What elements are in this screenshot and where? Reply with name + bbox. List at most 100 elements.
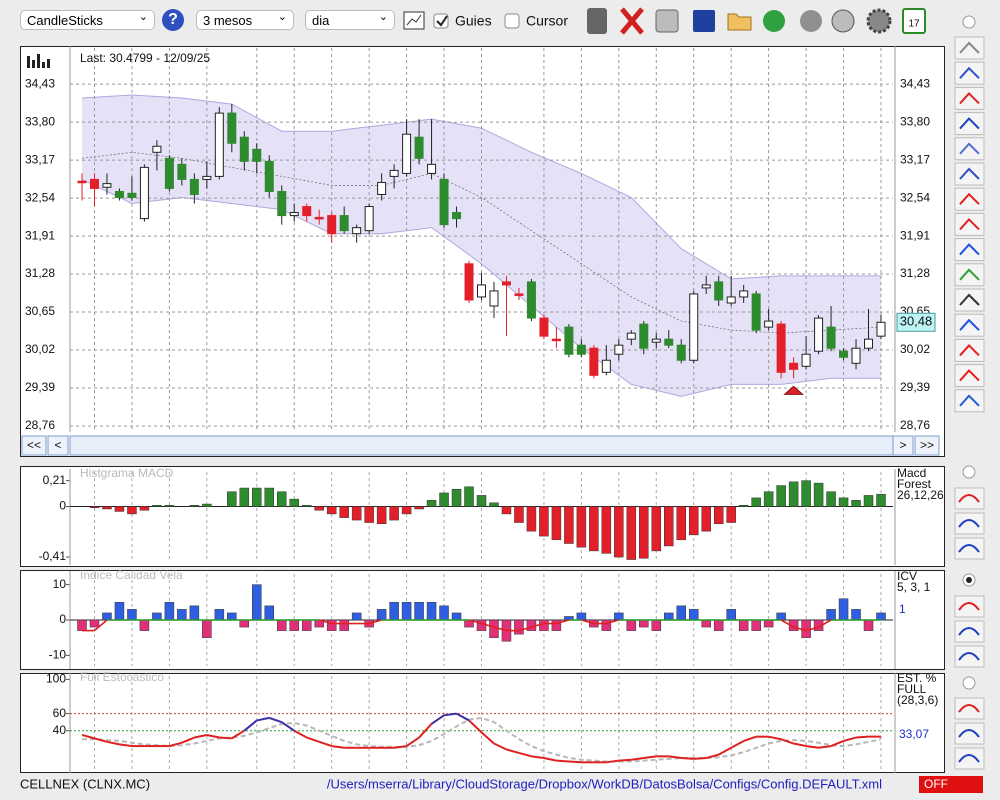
panel-tool-button[interactable] [954,645,985,668]
nav-button[interactable] [47,435,69,456]
candle-body [189,178,199,195]
candle-body [452,212,462,220]
icv-bar [626,619,637,631]
icv-bar [688,609,699,621]
candle-body [289,212,299,217]
tool-button[interactable] [954,338,985,362]
settings-icon[interactable] [866,8,892,34]
candle-body [127,192,137,199]
tool-button[interactable] [954,288,985,312]
nav-button[interactable] [892,435,914,456]
panel-legend: ICV [897,569,917,583]
period-select[interactable]: 3 mesos [196,7,294,30]
candle-body [876,321,886,337]
macd-bar [489,502,499,507]
candle-body [614,344,624,355]
tool-button[interactable] [954,313,985,337]
guides-checkbox[interactable] [433,13,449,29]
tool-button[interactable] [954,263,985,287]
macd-bar [539,506,549,537]
trash-icon[interactable] [587,8,607,34]
macd-bar [426,500,437,507]
tool-button[interactable] [954,364,985,388]
candle-body [714,281,724,301]
icv-current: 1 [899,602,906,616]
calendar-icon[interactable] [902,8,926,34]
nav-button-label: << [27,438,41,452]
candle-body [839,350,849,358]
macd-bar [826,491,836,507]
tool-button[interactable] [954,137,985,161]
y-tick-label: 60 [53,706,67,720]
icv-bar [426,602,437,621]
nav-button[interactable] [21,435,47,456]
tool-button[interactable] [954,187,985,211]
stoch-k-segment [606,759,619,764]
panel-legend: FULL [897,682,927,696]
tool-button[interactable] [954,238,985,262]
tool-button[interactable] [954,212,985,236]
save-icon[interactable] [693,10,715,32]
tool-button[interactable] [954,61,985,85]
y-tick-label: 0 [59,499,66,513]
panel-radio[interactable] [962,465,976,479]
stoch-k-segment [393,745,407,749]
panel-tool-button[interactable] [954,537,985,560]
candle-body [851,347,861,364]
tool-button[interactable] [954,389,985,413]
stoch-k-segment [531,755,545,760]
panel-tool-button[interactable] [954,620,985,643]
candle-body [489,290,499,307]
cursor-checkbox[interactable] [504,13,520,29]
macd-bar [688,506,699,536]
macd-bar [501,506,512,515]
icv-bar [701,619,711,628]
icv-bar [476,619,487,631]
stoch-d-line [82,716,882,763]
panel-tool-button[interactable] [954,697,985,720]
macd-bar [164,505,175,507]
tool-button[interactable] [954,112,985,136]
panel-radio[interactable] [962,676,976,690]
panel-title: Indice Calidad Vela [80,568,183,582]
panel-tool-button[interactable] [954,722,985,745]
candle-body [89,178,99,189]
stoch-k-segment [293,729,308,739]
nav-button[interactable] [914,435,940,456]
panel-tool-button[interactable] [954,487,985,510]
interval-select[interactable]: dia [305,7,395,30]
tool-icon [959,66,980,79]
stoch-k-segment [556,759,569,763]
stoch-k-line [81,712,882,764]
chart-type-select[interactable]: CandleSticks [20,7,155,30]
print-icon[interactable] [655,9,679,33]
stoch-k-segment [181,736,195,744]
tool-button[interactable] [954,162,985,186]
refresh-icon[interactable] [763,10,785,32]
stoch-k-segment [793,742,807,748]
candle-body [439,178,449,226]
stoch-k-segment [256,716,270,722]
help-button[interactable]: ? [162,9,184,31]
icv-bar [601,619,612,631]
tool-button[interactable] [954,86,985,110]
stoch-k-segment [855,735,869,739]
stoch-k-segment [219,736,232,740]
stoch-k-segment [243,719,258,732]
icv-bar [551,619,562,631]
tool-button[interactable] [954,36,985,60]
symbol: CELLNEX (CLNX.MC) [20,776,150,791]
panel-tool-button[interactable] [954,595,985,618]
y-tick-label: 100 [46,672,66,686]
stoch-k-segment [743,735,757,742]
currency-icon[interactable] [831,9,855,33]
open-icon[interactable] [727,13,752,31]
sync-icon[interactable] [800,10,822,32]
panel-tool-button[interactable] [954,512,985,535]
delete-icon[interactable] [620,7,644,35]
panel-tool-button[interactable] [954,747,985,770]
candle-body [164,157,174,189]
panel-radio[interactable] [962,15,976,29]
cursor-label: Cursor [526,13,568,29]
